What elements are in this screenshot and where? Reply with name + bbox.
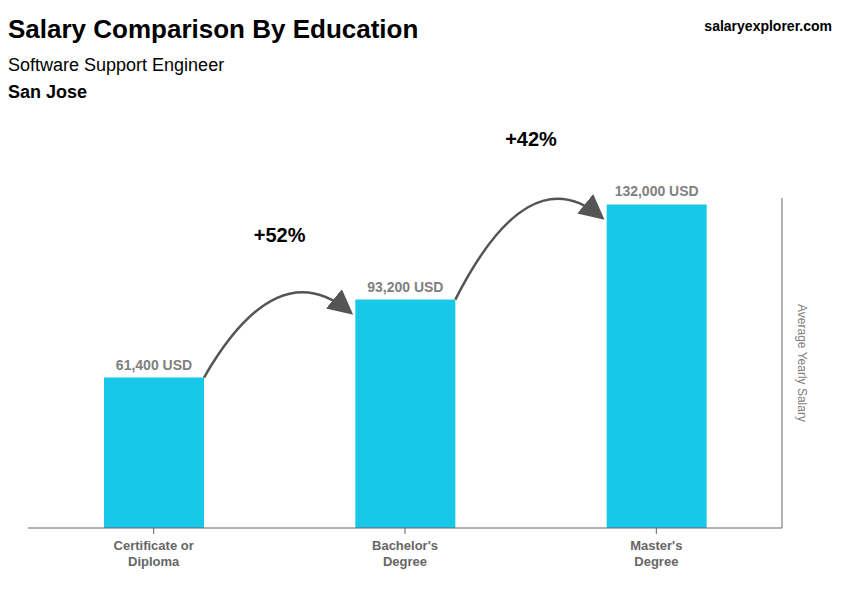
html-text:San Jose: San Jose — [8, 82, 87, 102]
svg-text:61,400 USD: 61,400 USD — [116, 357, 192, 373]
svg-text:132,000 USD: 132,000 USD — [615, 183, 699, 199]
svg-text:93,200 USD: 93,200 USD — [367, 279, 443, 295]
svg-text:Bachelor'sDegree: Bachelor'sDegree — [372, 538, 438, 569]
html-text:Salary Comparison By Education: Salary Comparison By Education — [8, 14, 419, 44]
svg-text:+52%: +52% — [254, 224, 306, 246]
svg-text:Master'sDegree: Master'sDegree — [630, 538, 682, 569]
html-text:salaryexplorer.com: salaryexplorer.com — [704, 18, 832, 34]
svg-text:+42%: +42% — [505, 128, 557, 150]
svg-text:Average Yearly Salary: Average Yearly Salary — [795, 304, 809, 422]
html-text:Software Support Engineer: Software Support Engineer — [8, 55, 225, 75]
svg-text:Certificate orDiploma: Certificate orDiploma — [114, 538, 194, 569]
